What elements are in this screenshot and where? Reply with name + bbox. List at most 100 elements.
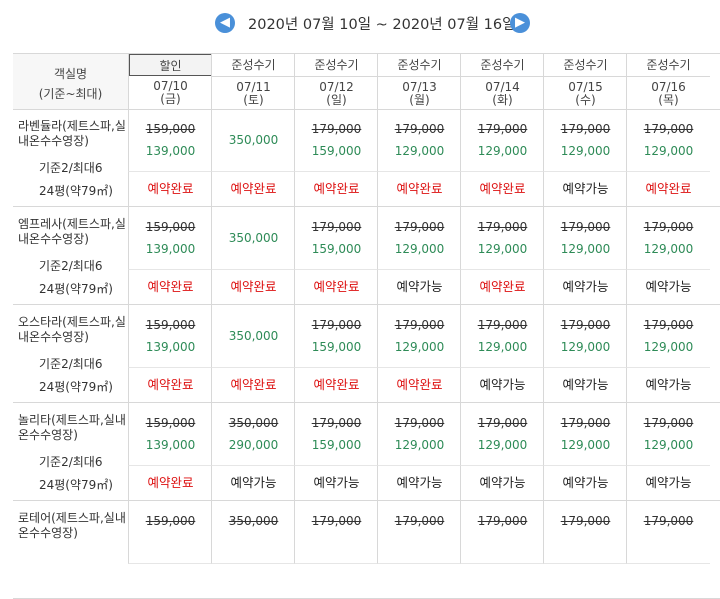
season-label: 준성수기	[461, 54, 544, 77]
weekday-text: (월)	[409, 93, 430, 107]
day-date: 07/13 (월)	[378, 81, 461, 107]
discount-price: 159,000	[311, 340, 362, 354]
discount-price: 129,000	[394, 438, 445, 452]
room-capacity: 기준2/최대6	[39, 259, 103, 273]
room-name[interactable]: 엠프레사(제트스파,실내온수수영장)	[18, 217, 126, 246]
discount-price: 129,000	[477, 242, 528, 256]
room-column-title: 객실명	[53, 67, 88, 81]
discount-price: 129,000	[643, 340, 694, 354]
status-available[interactable]: 예약가능	[460, 368, 544, 402]
original-price: 350,000	[228, 416, 279, 430]
price-cell: 179,000 159,000	[294, 403, 378, 466]
day-header-07-11[interactable]: 준성수기 07/11 (토)	[211, 54, 295, 109]
status-available[interactable]: 예약가능	[626, 466, 710, 500]
room-size: 24평(약79㎡)	[39, 282, 113, 296]
discount-price: 129,000	[477, 144, 528, 158]
discount-price: 129,000	[643, 242, 694, 256]
status-available[interactable]: 예약가능	[211, 466, 295, 500]
discount-price: 129,000	[643, 438, 694, 452]
original-price: 179,000	[560, 416, 611, 430]
price-cell: 179,000	[460, 501, 544, 564]
price-cell: 179,000 129,000	[460, 305, 544, 368]
price-cell: 179,000 159,000	[294, 305, 378, 368]
day-date: 07/11 (토)	[212, 81, 295, 107]
date-navigation: ◀ 2020년 07월 10일 ~ 2020년 07월 16일 ▶	[0, 0, 720, 46]
price-cell: 159,000 139,000	[128, 305, 212, 368]
price-cell: 159,000	[128, 501, 212, 564]
discount-price: 159,000	[311, 438, 362, 452]
price-cell: 179,000	[377, 501, 461, 564]
price-cell: 350,000	[211, 305, 295, 368]
status-available[interactable]: 예약가능	[543, 466, 627, 500]
status-available[interactable]: 예약가능	[377, 270, 461, 304]
original-price: 179,000	[643, 318, 694, 332]
price-cell: 179,000	[294, 501, 378, 564]
status-booked: 예약완료	[128, 466, 212, 500]
original-price: 179,000	[643, 220, 694, 234]
price-cell: 179,000 129,000	[543, 305, 627, 368]
original-price: 159,000	[145, 122, 196, 136]
room-column-header: 객실명 (기준~최대)	[13, 54, 128, 109]
original-price: 179,000	[643, 514, 694, 528]
arrow-left-icon[interactable]: ◀	[215, 13, 235, 33]
room-info: 놀리타(제트스파,실내온수수영장) 기준2/최대6 24평(약79㎡)	[13, 403, 128, 500]
original-price: 179,000	[477, 514, 528, 528]
original-price: 179,000	[394, 514, 445, 528]
room-row: 엠프레사(제트스파,실내온수수영장) 기준2/최대6 24평(약79㎡) 159,00…	[13, 207, 720, 305]
room-info: 로테어(제트스파,실내온수수영장)	[13, 501, 128, 598]
day-date: 07/12 (일)	[295, 81, 378, 107]
arrow-right-icon[interactable]: ▶	[510, 13, 530, 33]
original-price: 159,000	[145, 220, 196, 234]
discount-price: 129,000	[394, 340, 445, 354]
status-booked: 예약완료	[211, 368, 295, 402]
discount-price: 129,000	[560, 144, 611, 158]
day-header-07-15[interactable]: 준성수기 07/15 (수)	[543, 54, 627, 109]
season-label: 준성수기	[295, 54, 378, 77]
status-available[interactable]: 예약가능	[626, 368, 710, 402]
status-available[interactable]: 예약가능	[626, 270, 710, 304]
price-cell: 159,000 139,000	[128, 403, 212, 466]
room-size: 24평(약79㎡)	[39, 478, 113, 492]
day-header-07-10[interactable]: 할인 07/10 (금)	[128, 54, 212, 109]
status-available[interactable]: 예약가능	[543, 172, 627, 206]
discount-price: 139,000	[145, 340, 196, 354]
room-name[interactable]: 오스타라(제트스파,실내온수수영장)	[18, 315, 126, 344]
status-available[interactable]: 예약가능	[294, 466, 378, 500]
room-name[interactable]: 라벤듈라(제트스파,실내온수수영장)	[18, 119, 126, 148]
weekday-text: (목)	[658, 93, 679, 107]
original-price: 179,000	[560, 514, 611, 528]
status-available[interactable]: 예약가능	[460, 466, 544, 500]
room-row: 놀리타(제트스파,실내온수수영장) 기준2/최대6 24평(약79㎡) 159,000…	[13, 403, 720, 501]
price-cell: 179,000 129,000	[377, 207, 461, 270]
price-cell: 159,000 139,000	[128, 207, 212, 270]
day-header-07-12[interactable]: 준성수기 07/12 (일)	[294, 54, 378, 109]
date-text: 07/12	[319, 80, 354, 94]
original-price: 179,000	[477, 220, 528, 234]
discount-price: 139,000	[145, 242, 196, 256]
day-header-07-13[interactable]: 준성수기 07/13 (월)	[377, 54, 461, 109]
status-available[interactable]: 예약가능	[543, 270, 627, 304]
day-header-07-14[interactable]: 준성수기 07/14 (화)	[460, 54, 544, 109]
price-cell: 179,000	[543, 501, 627, 564]
price-cell: 179,000 159,000	[294, 109, 378, 172]
status-available[interactable]: 예약가능	[377, 466, 461, 500]
room-price: 350,000	[228, 133, 279, 147]
price-cell: 179,000 129,000	[460, 109, 544, 172]
status-booked: 예약완료	[460, 270, 544, 304]
table-header: 객실명 (기준~최대) 할인 07/10 (금) 준성수기 07/11 (토) 준성수기 07…	[13, 53, 720, 110]
discount-price: 139,000	[145, 144, 196, 158]
original-price: 179,000	[560, 318, 611, 332]
room-size: 24평(약79㎡)	[39, 184, 113, 198]
day-header-07-16[interactable]: 준성수기 07/16 (목)	[626, 54, 710, 109]
status-available[interactable]: 예약가능	[543, 368, 627, 402]
room-name[interactable]: 놀리타(제트스파,실내온수수영장)	[18, 413, 126, 442]
room-name[interactable]: 로테어(제트스파,실내온수수영장)	[18, 511, 126, 540]
price-cell: 350,000 290,000	[211, 403, 295, 466]
discount-price: 139,000	[145, 438, 196, 452]
room-price: 350,000	[228, 231, 279, 245]
original-price: 179,000	[560, 122, 611, 136]
original-price: 179,000	[311, 122, 362, 136]
price-cell: 179,000 129,000	[543, 403, 627, 466]
original-price: 159,000	[145, 416, 196, 430]
day-date: 07/15 (수)	[544, 81, 627, 107]
